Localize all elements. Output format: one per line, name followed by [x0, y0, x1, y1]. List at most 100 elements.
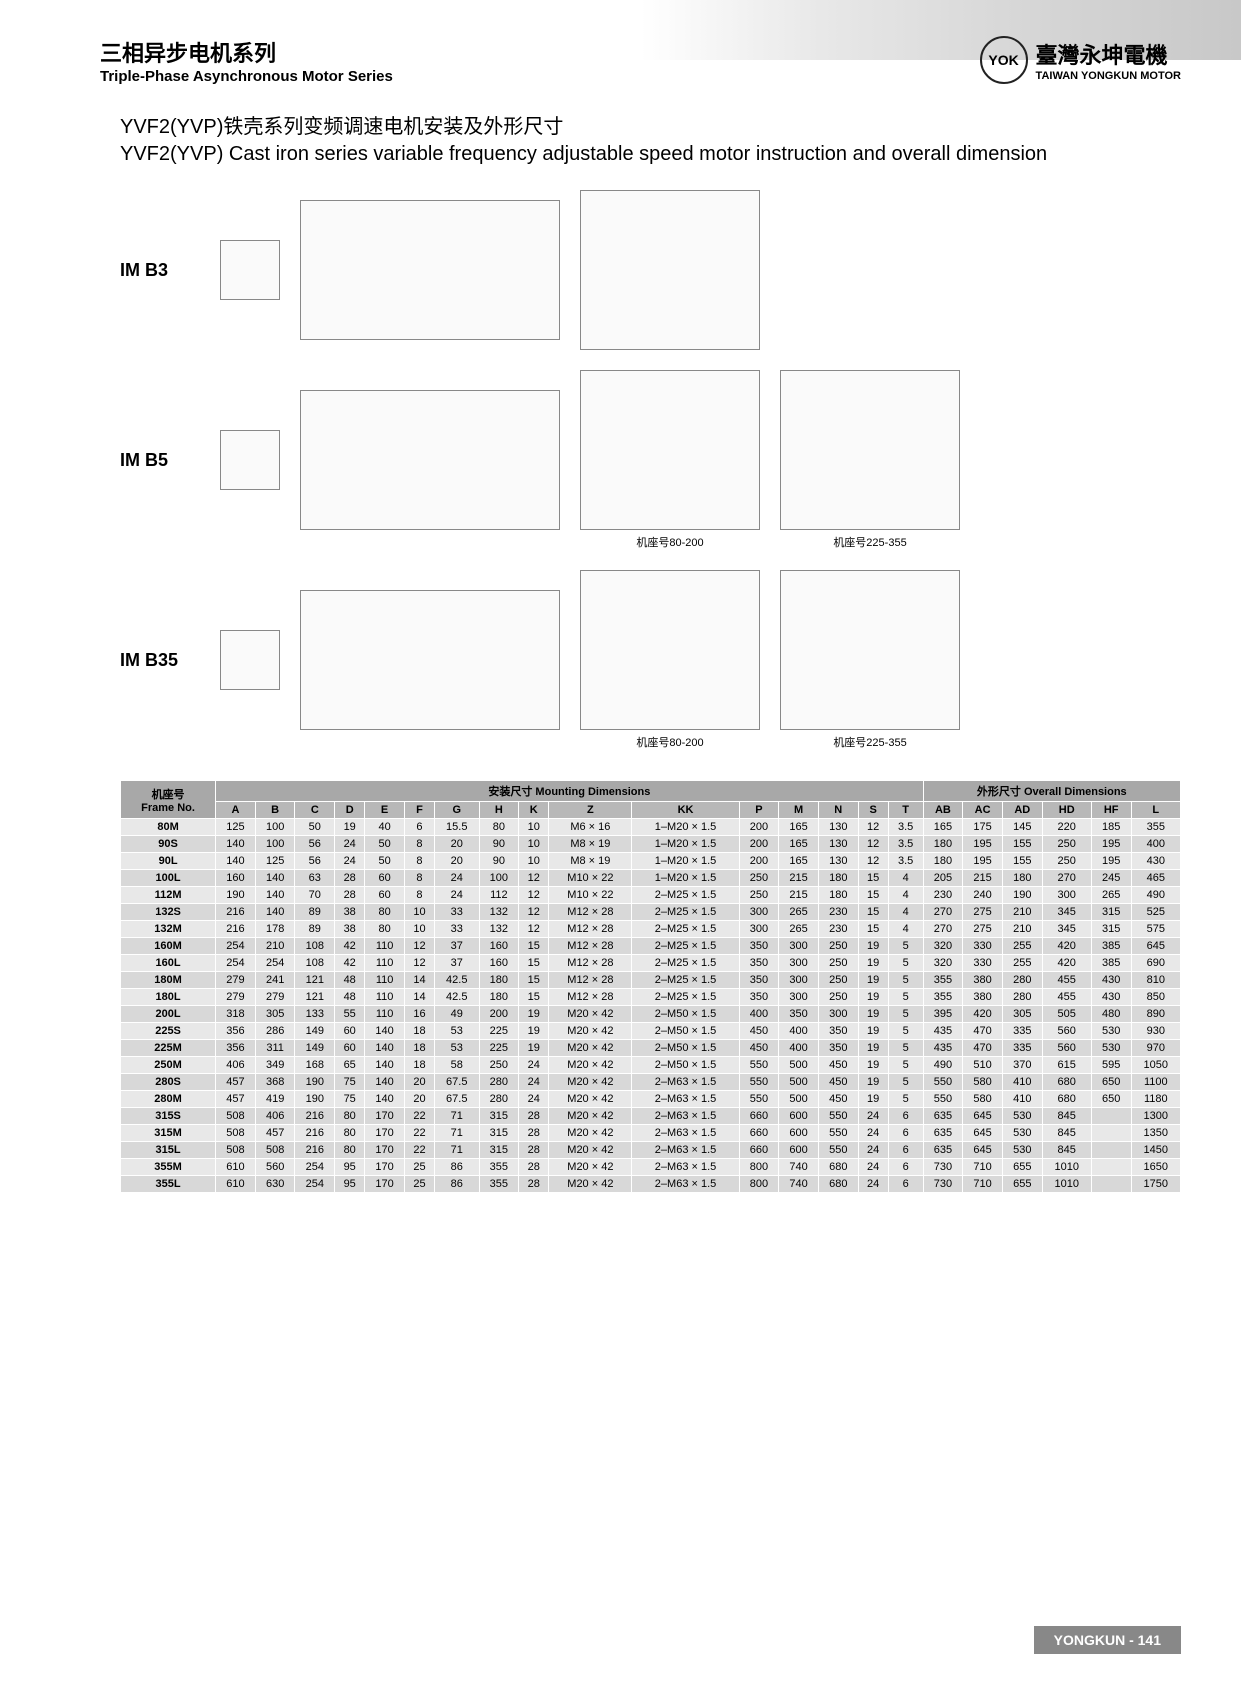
- table-body: 80M125100501940615.58010M6 × 161–M20 × 1…: [121, 819, 1181, 1193]
- data-cell: 95: [335, 1159, 365, 1176]
- data-cell: 19: [858, 972, 888, 989]
- data-cell: 650: [1091, 1091, 1131, 1108]
- table-row: 200L31830513355110164920019M20 × 422–M50…: [121, 1006, 1181, 1023]
- frame-cell: 112M: [121, 887, 216, 904]
- data-cell: 5: [888, 1057, 923, 1074]
- data-cell: 28: [335, 870, 365, 887]
- data-cell: 19: [858, 955, 888, 972]
- data-cell: 86: [435, 1176, 479, 1193]
- data-cell: 216: [295, 1125, 335, 1142]
- data-cell: 110: [365, 1006, 405, 1023]
- data-cell: 400: [739, 1006, 779, 1023]
- front-view-diagram: [780, 570, 960, 730]
- data-cell: 8: [404, 836, 434, 853]
- data-cell: 349: [255, 1057, 295, 1074]
- data-cell: 575: [1131, 921, 1180, 938]
- data-cell: M20 × 42: [549, 1159, 632, 1176]
- data-cell: 680: [1042, 1091, 1091, 1108]
- data-cell: 60: [365, 870, 405, 887]
- data-cell: 655: [1002, 1176, 1042, 1193]
- frame-cell: 355L: [121, 1176, 216, 1193]
- data-cell: 24: [519, 1091, 549, 1108]
- table-row: 315M50845721680170227131528M20 × 422–M63…: [121, 1125, 1181, 1142]
- data-cell: 160: [479, 938, 519, 955]
- data-cell: 24: [435, 870, 479, 887]
- data-cell: 8: [404, 853, 434, 870]
- data-cell: 315: [1091, 904, 1131, 921]
- data-cell: M20 × 42: [549, 1125, 632, 1142]
- table-row: 355M61056025495170258635528M20 × 422–M63…: [121, 1159, 1181, 1176]
- data-cell: 140: [216, 853, 256, 870]
- data-cell: 400: [1131, 836, 1180, 853]
- data-cell: 350: [739, 989, 779, 1006]
- data-cell: 180: [818, 887, 858, 904]
- data-cell: 15: [519, 938, 549, 955]
- data-cell: 254: [216, 955, 256, 972]
- front-view-group: 机座号80-200: [580, 570, 760, 750]
- data-cell: 550: [923, 1074, 963, 1091]
- data-cell: 28: [519, 1176, 549, 1193]
- data-cell: 190: [216, 887, 256, 904]
- data-cell: 1–M20 × 1.5: [632, 836, 739, 853]
- frame-cell: 100L: [121, 870, 216, 887]
- data-cell: 300: [779, 938, 819, 955]
- data-cell: 410: [1002, 1091, 1042, 1108]
- data-cell: 600: [779, 1142, 819, 1159]
- data-cell: 225: [479, 1023, 519, 1040]
- data-cell: 457: [216, 1091, 256, 1108]
- data-cell: 560: [1042, 1040, 1091, 1057]
- data-cell: 180: [818, 870, 858, 887]
- frame-cell: 315M: [121, 1125, 216, 1142]
- data-cell: 2–M25 × 1.5: [632, 955, 739, 972]
- data-cell: 550: [818, 1142, 858, 1159]
- data-cell: 710: [963, 1159, 1003, 1176]
- data-cell: 140: [255, 870, 295, 887]
- data-cell: [1091, 1176, 1131, 1193]
- data-cell: 368: [255, 1074, 295, 1091]
- data-cell: 508: [216, 1108, 256, 1125]
- data-cell: 180: [1002, 870, 1042, 887]
- data-cell: 56: [295, 853, 335, 870]
- data-cell: 215: [963, 870, 1003, 887]
- data-cell: 355: [923, 972, 963, 989]
- data-cell: 15: [519, 955, 549, 972]
- data-cell: 19: [858, 938, 888, 955]
- data-cell: 12: [404, 955, 434, 972]
- data-cell: 5: [888, 1023, 923, 1040]
- data-cell: 455: [1042, 972, 1091, 989]
- data-cell: M20 × 42: [549, 1023, 632, 1040]
- data-cell: 55: [335, 1006, 365, 1023]
- data-cell: 1100: [1131, 1074, 1180, 1091]
- data-cell: 14: [404, 989, 434, 1006]
- data-cell: 20: [435, 836, 479, 853]
- data-cell: 12: [858, 853, 888, 870]
- data-cell: 18: [404, 1057, 434, 1074]
- data-cell: 140: [365, 1091, 405, 1108]
- data-cell: 1180: [1131, 1091, 1180, 1108]
- table-row: 112M19014070286082411212M10 × 222–M25 × …: [121, 887, 1181, 904]
- data-cell: 2–M63 × 1.5: [632, 1091, 739, 1108]
- data-cell: 180: [923, 836, 963, 853]
- data-cell: 2–M63 × 1.5: [632, 1125, 739, 1142]
- data-cell: 15: [858, 904, 888, 921]
- data-cell: 350: [739, 955, 779, 972]
- data-cell: 180: [923, 853, 963, 870]
- data-cell: M12 × 28: [549, 955, 632, 972]
- col-header: C: [295, 802, 335, 819]
- table-row: 225M35631114960140185322519M20 × 422–M50…: [121, 1040, 1181, 1057]
- data-cell: 1010: [1042, 1176, 1091, 1193]
- data-cell: 155: [1002, 853, 1042, 870]
- data-cell: 24: [858, 1125, 888, 1142]
- data-cell: 930: [1131, 1023, 1180, 1040]
- data-cell: 130: [818, 819, 858, 836]
- col-header: L: [1131, 802, 1180, 819]
- data-cell: 4: [888, 870, 923, 887]
- data-cell: 255: [1002, 955, 1042, 972]
- data-cell: 430: [1091, 989, 1131, 1006]
- logo-icon: YOK: [980, 36, 1028, 84]
- col-header: K: [519, 802, 549, 819]
- data-cell: 210: [1002, 921, 1042, 938]
- data-cell: 15: [858, 870, 888, 887]
- data-cell: 24: [858, 1142, 888, 1159]
- side-view-diagram: [300, 200, 560, 340]
